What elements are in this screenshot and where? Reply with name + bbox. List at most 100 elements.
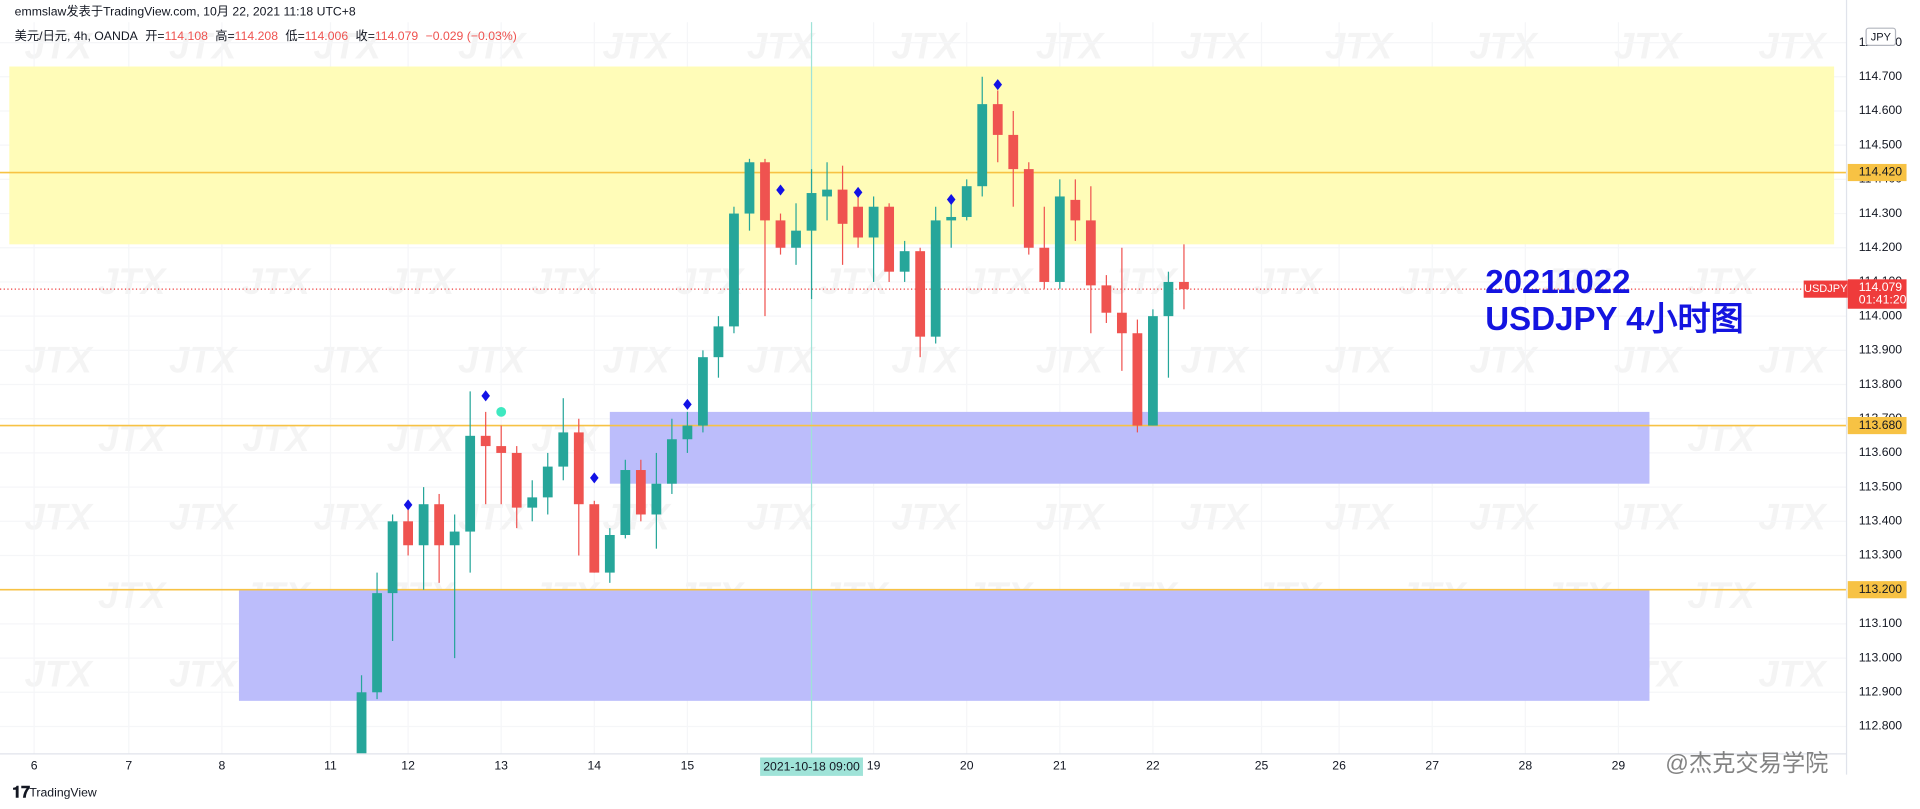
y-tick-label: 113.300 — [1859, 548, 1903, 562]
y-tick-label: 114.700 — [1859, 69, 1903, 83]
y-tick-label: 114.600 — [1859, 103, 1903, 117]
x-tick-label: 27 — [1425, 758, 1439, 772]
x-tick-label: 14 — [587, 758, 601, 772]
candle-body — [915, 251, 926, 337]
candle-body — [403, 521, 413, 546]
candle-body — [666, 439, 677, 484]
level-label: 113.680 — [1859, 418, 1903, 432]
candle-body — [1070, 199, 1081, 221]
watermark: JTX — [1614, 340, 1684, 381]
watermark: JTX — [1325, 26, 1395, 67]
watermark: JTX — [1180, 340, 1250, 381]
watermark: JTX — [313, 496, 383, 537]
candle-body — [620, 470, 631, 535]
watermark: JTX — [458, 340, 528, 381]
watermark: JTX — [1325, 340, 1395, 381]
watermark: JTX — [891, 26, 961, 67]
candle-body — [418, 504, 429, 546]
symbol-badge: USDJPY — [1804, 283, 1848, 295]
crosshair-label: 2021-10-18 09:00 — [763, 760, 860, 774]
ohlc-value: 114.208 — [235, 29, 279, 43]
watermark: JTX — [1758, 496, 1828, 537]
watermark: JTX — [1469, 340, 1539, 381]
watermark: JTX — [169, 496, 239, 537]
ohlc-label: 高= — [215, 28, 234, 43]
candle-body — [930, 220, 941, 337]
crosshair-label-bg — [760, 757, 863, 776]
x-tick-label: 21 — [1053, 758, 1067, 772]
candle-body — [465, 435, 476, 532]
signal-marker — [496, 406, 507, 417]
symbol-badge-bg — [1803, 280, 1848, 298]
signal-marker — [946, 194, 956, 206]
watermark: JTX — [24, 653, 94, 694]
candle-body — [837, 189, 848, 224]
candle-body — [511, 452, 522, 508]
x-tick-label: 22 — [1146, 758, 1160, 772]
candle-body — [573, 432, 584, 505]
candle-body — [356, 692, 367, 754]
annotation: USDJPY 4小时图 — [1485, 301, 1743, 338]
candle-body — [1101, 285, 1112, 313]
watermark: JTX — [602, 26, 672, 67]
axes: 112.800 112.900 113.000 113.100 113.200 113.3… — [31, 35, 1907, 776]
watermark: JTX — [1469, 26, 1539, 67]
watermark: JTX — [1758, 26, 1828, 67]
candle-body — [868, 206, 879, 238]
x-tick-label: 25 — [1255, 758, 1269, 772]
y-tick-label: 114.000 — [1859, 308, 1903, 322]
candle-body — [775, 220, 786, 248]
level-label-bg — [1847, 416, 1907, 435]
signal-marker — [683, 398, 692, 410]
ohlc-label: 低= — [285, 29, 304, 43]
x-tick-label: 19 — [867, 758, 881, 772]
watermark: JTX — [1036, 496, 1106, 537]
x-tick-label: 26 — [1332, 758, 1346, 772]
y-tick-label: 113.900 — [1859, 343, 1903, 357]
y-tick-label: 114.300 — [1859, 206, 1903, 220]
pane-marks — [356, 76, 1189, 754]
watermark: JTX — [98, 575, 168, 616]
candle-body — [853, 206, 863, 238]
candle-body — [806, 193, 817, 231]
logo: 𝟏𝟕 — [12, 784, 30, 801]
candle-body — [822, 189, 832, 197]
y-tick-label: 112.900 — [1859, 685, 1903, 699]
x-tick-label: 12 — [401, 758, 415, 772]
pane — [0, 22, 1847, 754]
candle-body — [1116, 312, 1127, 334]
watermark: JTX — [747, 496, 817, 537]
currency-badge-label[interactable]: JPY — [1871, 31, 1892, 43]
candle-body — [449, 531, 460, 546]
watermark: JTX — [1180, 26, 1250, 67]
ohlc-value: 114.108 — [165, 29, 209, 43]
candle-body — [729, 213, 739, 327]
current-price-label: 114.079 — [1859, 280, 1903, 294]
candle-body — [791, 230, 801, 248]
candle-body — [604, 534, 615, 573]
currency-badge[interactable] — [1865, 27, 1897, 46]
x-tick-label: 11 — [324, 758, 337, 772]
y-tick-label: 113.400 — [1859, 514, 1903, 528]
candle-body — [1008, 134, 1019, 170]
candle-body — [480, 435, 491, 447]
watermark: JTX — [602, 340, 672, 381]
x-tick-label: 7 — [125, 758, 132, 772]
watermark: JTX — [1614, 496, 1684, 537]
watermark: JTX — [313, 340, 383, 381]
footer-brand: TradingView — [29, 785, 97, 799]
x-tick-label: 13 — [494, 758, 508, 772]
candle-body — [682, 425, 693, 440]
candle-body — [713, 326, 724, 358]
level-label: 113.200 — [1859, 582, 1903, 596]
x-tick-label: 15 — [681, 758, 695, 772]
watermark: JTX — [169, 653, 239, 694]
watermark: JTX — [1036, 340, 1106, 381]
y-tick-label: 114.500 — [1859, 137, 1903, 151]
x-tick-label: 6 — [31, 758, 38, 772]
candle-body — [527, 497, 538, 508]
watermark: JTX — [747, 26, 817, 67]
y-tick-label: 113.600 — [1859, 445, 1903, 459]
candle-body — [558, 432, 569, 467]
